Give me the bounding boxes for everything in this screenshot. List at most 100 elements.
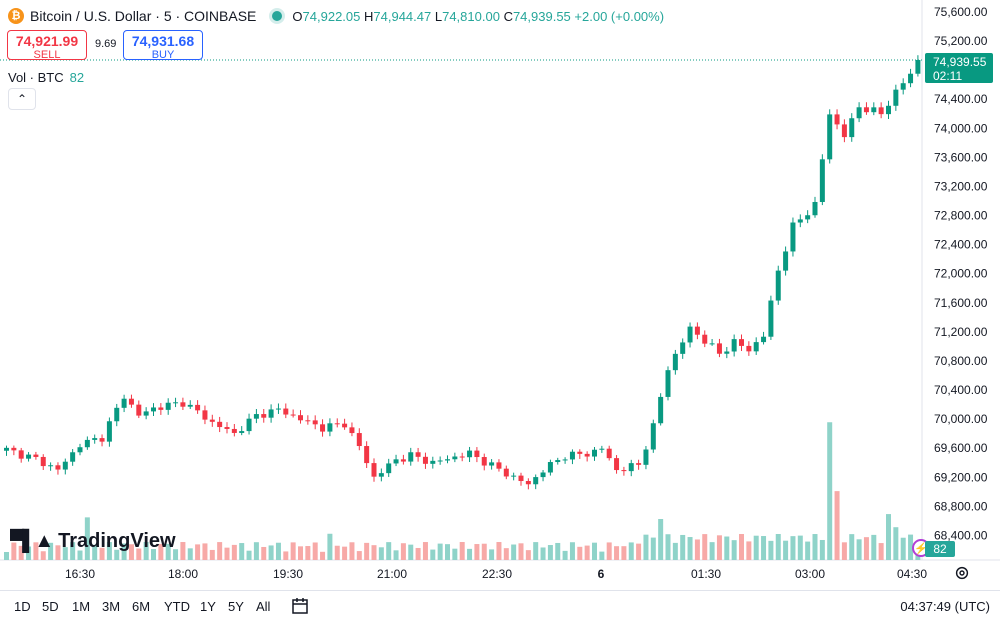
candle bbox=[430, 460, 436, 464]
candle bbox=[797, 219, 803, 223]
close-value: 74,939.55 bbox=[512, 8, 571, 24]
candle bbox=[915, 60, 921, 74]
candle bbox=[187, 404, 193, 407]
volume-bar bbox=[702, 534, 708, 560]
volume-bar bbox=[202, 543, 208, 560]
range-6m[interactable]: 6M bbox=[132, 599, 151, 614]
volume-bar bbox=[422, 542, 428, 560]
volume-bar bbox=[658, 519, 664, 560]
range-all[interactable]: All bbox=[256, 599, 271, 614]
volume-bar bbox=[26, 546, 32, 560]
range-3m[interactable]: 3M bbox=[102, 599, 121, 614]
candle bbox=[165, 402, 171, 410]
candle bbox=[628, 463, 634, 472]
x-tick-label: 18:00 bbox=[168, 567, 198, 581]
volume-bar bbox=[312, 542, 318, 560]
range-5d[interactable]: 5D bbox=[42, 599, 59, 614]
volume-bar bbox=[753, 535, 759, 560]
calendar-icon[interactable] bbox=[290, 596, 310, 616]
volume-legend[interactable]: Vol · BTC 82 bbox=[8, 70, 85, 85]
candle bbox=[599, 448, 605, 450]
candle bbox=[77, 447, 83, 453]
candle bbox=[143, 411, 149, 416]
candle bbox=[768, 300, 774, 337]
volume-bar bbox=[70, 542, 76, 560]
candle bbox=[239, 431, 245, 433]
candle bbox=[92, 438, 98, 440]
candle bbox=[900, 83, 906, 90]
volume-bar bbox=[239, 543, 245, 560]
sell-button[interactable]: 74,921.99 SELL bbox=[7, 30, 87, 61]
volume-bar bbox=[393, 550, 399, 560]
symbol-title[interactable]: Bitcoin / U.S. Dollar · 5 · COINBASE bbox=[30, 8, 257, 24]
y-tick-label: 69,200.00 bbox=[934, 470, 988, 484]
candle bbox=[805, 215, 811, 220]
range-1y[interactable]: 1Y bbox=[200, 599, 216, 614]
utc-clock[interactable]: 04:37:49 (UTC) bbox=[900, 599, 990, 614]
volume-bar bbox=[805, 541, 811, 560]
candle bbox=[312, 420, 318, 425]
price-chart[interactable]: 75,600.0075,200.0074,800.0074,400.0074,0… bbox=[0, 0, 1000, 590]
candle bbox=[577, 451, 583, 454]
low-value: 74,810.00 bbox=[442, 8, 500, 24]
y-tick-label: 73,600.00 bbox=[934, 150, 988, 164]
volume-bar bbox=[173, 549, 179, 560]
range-5y[interactable]: 5Y bbox=[228, 599, 244, 614]
volume-bar bbox=[841, 542, 847, 560]
volume-bar bbox=[680, 534, 686, 560]
volume-bar bbox=[761, 536, 767, 560]
volume-bar bbox=[768, 540, 774, 560]
volume-bar bbox=[217, 542, 223, 560]
buy-button[interactable]: 74,931.68 BUY bbox=[123, 30, 203, 61]
candle bbox=[503, 468, 509, 477]
range-1d[interactable]: 1D bbox=[14, 599, 31, 614]
volume-bar bbox=[687, 537, 693, 560]
volume-bar bbox=[253, 542, 259, 560]
volume-bar bbox=[643, 534, 649, 560]
candle bbox=[121, 398, 127, 408]
candle bbox=[540, 472, 546, 478]
range-1m[interactable]: 1M bbox=[72, 599, 91, 614]
volume-bar bbox=[48, 542, 54, 560]
y-tick-label: 71,200.00 bbox=[934, 325, 988, 339]
candle bbox=[878, 107, 884, 115]
volume-bar bbox=[84, 517, 90, 560]
volume-bar bbox=[592, 542, 597, 560]
candle bbox=[400, 459, 406, 462]
volume-bar bbox=[268, 545, 274, 560]
candle bbox=[195, 404, 201, 411]
volume-bar bbox=[415, 547, 421, 560]
candle bbox=[694, 326, 700, 335]
volume-bar bbox=[33, 542, 39, 560]
volume-bar bbox=[503, 548, 509, 560]
candle bbox=[386, 463, 392, 474]
settings-gear-icon[interactable] bbox=[953, 564, 971, 582]
collapse-legend-button[interactable]: ⌃ bbox=[8, 88, 36, 110]
candle bbox=[231, 428, 237, 433]
market-open-icon bbox=[272, 11, 283, 21]
volume-bar bbox=[739, 534, 744, 560]
change-value: +2.00 (+0.00%) bbox=[574, 8, 665, 24]
candle bbox=[672, 353, 678, 371]
volume-bar bbox=[151, 549, 156, 560]
candle bbox=[114, 407, 120, 422]
y-tick-label: 72,000.00 bbox=[934, 267, 988, 281]
candle bbox=[48, 465, 54, 467]
range-ytd[interactable]: YTD bbox=[164, 599, 190, 614]
candle bbox=[320, 424, 326, 432]
last-price-tag: 74,939.55 02:11 bbox=[925, 53, 993, 83]
ohlc-values: O74,922.05 H74,944.47 L74,810.00 C74,939… bbox=[292, 8, 665, 24]
volume-bar bbox=[364, 542, 370, 560]
volume-bar bbox=[136, 548, 142, 560]
volume-bar bbox=[283, 551, 289, 560]
tradingview-logo[interactable]: ▀▌▲ TradingView bbox=[10, 530, 176, 552]
x-tick-label: 16:30 bbox=[65, 567, 95, 581]
volume-bar bbox=[408, 544, 414, 560]
bitcoin-icon: ₿ bbox=[8, 8, 24, 24]
x-tick-label: 21:00 bbox=[377, 567, 407, 581]
x-tick-label: 03:00 bbox=[795, 567, 825, 581]
candle bbox=[62, 461, 68, 470]
y-tick-label: 70,400.00 bbox=[934, 383, 988, 397]
candle bbox=[716, 343, 722, 354]
candle bbox=[349, 427, 355, 434]
